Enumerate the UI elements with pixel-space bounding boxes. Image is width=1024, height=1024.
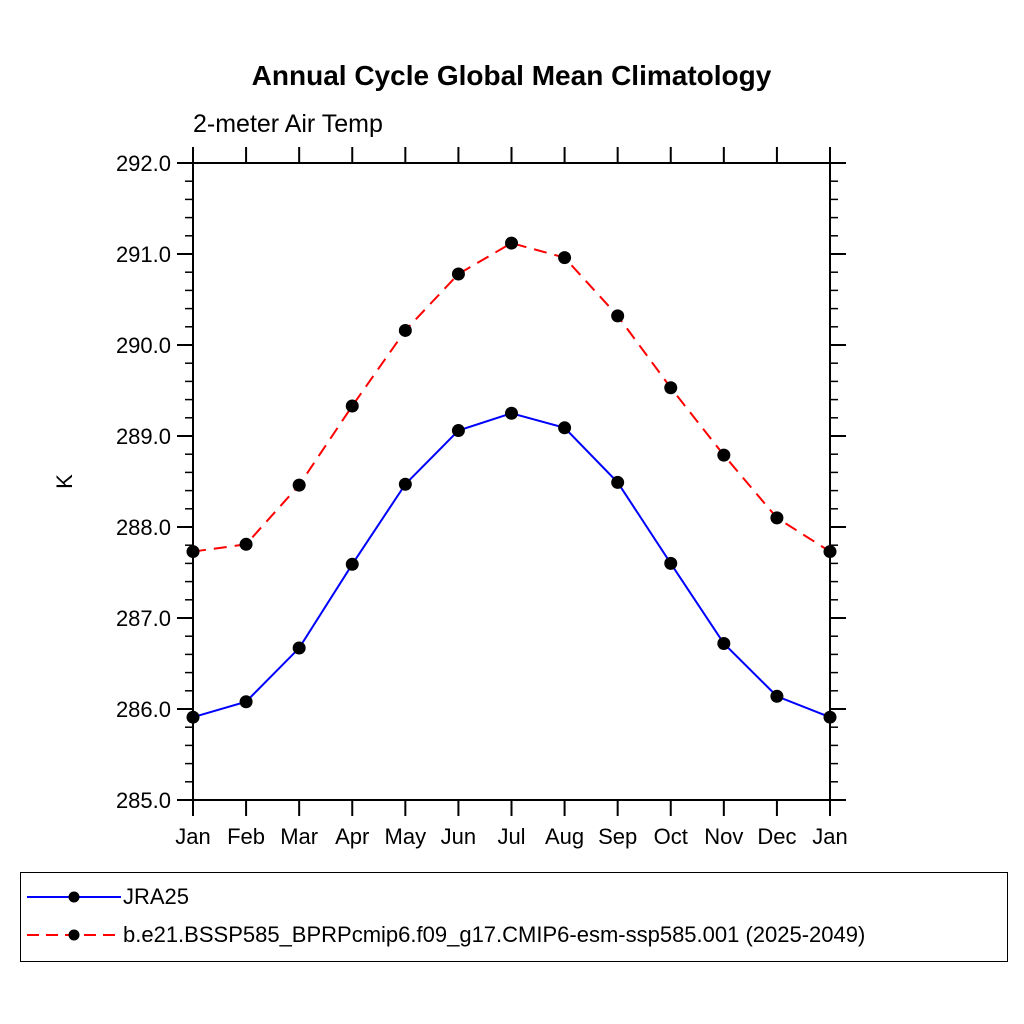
y-tick-label: 285.0 bbox=[116, 788, 171, 813]
x-tick-label: Jul bbox=[497, 824, 525, 849]
legend-box: JRA25 b.e21.BSSP585_BPRPcmip6.f09_g17.CM… bbox=[20, 872, 1008, 962]
data-point-marker bbox=[558, 251, 572, 265]
data-point-marker bbox=[345, 399, 359, 413]
plot-frame bbox=[192, 162, 831, 801]
x-tick-label: Jan bbox=[812, 824, 847, 849]
data-point-marker bbox=[398, 323, 412, 337]
legend-label: b.e21.BSSP585_BPRPcmip6.f09_g17.CMIP6-es… bbox=[123, 922, 866, 947]
data-point-marker bbox=[823, 710, 837, 724]
x-tick-label: Feb bbox=[227, 824, 265, 849]
chart-subtitle: 2-meter Air Temp bbox=[193, 110, 383, 138]
data-point-marker bbox=[611, 475, 625, 489]
data-point-marker bbox=[717, 448, 731, 462]
y-tick-label: 288.0 bbox=[116, 515, 171, 540]
x-tick-label: Mar bbox=[280, 824, 318, 849]
data-point-marker bbox=[664, 556, 678, 570]
data-point-marker bbox=[239, 537, 253, 551]
data-point-marker bbox=[292, 641, 306, 655]
series-line-0 bbox=[192, 412, 831, 719]
data-point-marker bbox=[292, 478, 306, 492]
x-tick-label: Jun bbox=[441, 824, 476, 849]
data-point-marker bbox=[186, 545, 200, 559]
x-tick-label: Apr bbox=[335, 824, 369, 849]
x-tick-label: May bbox=[385, 824, 427, 849]
legend-label: JRA25 bbox=[123, 884, 190, 909]
legend-key-solid-line bbox=[27, 891, 121, 903]
y-tick-label: 286.0 bbox=[116, 697, 171, 722]
x-tick-label: Dec bbox=[757, 824, 796, 849]
y-tick-label: 289.0 bbox=[116, 424, 171, 449]
legend-marker-icon bbox=[68, 929, 80, 941]
data-point-marker bbox=[186, 710, 200, 724]
data-point-marker bbox=[398, 477, 412, 491]
x-tick-label: Aug bbox=[545, 824, 584, 849]
legend-item-model: b.e21.BSSP585_BPRPcmip6.f09_g17.CMIP6-es… bbox=[25, 920, 865, 950]
x-tick-label: Nov bbox=[704, 824, 743, 849]
y-tick-label: 291.0 bbox=[116, 242, 171, 267]
y-tick-label: 287.0 bbox=[116, 606, 171, 631]
data-point-marker bbox=[451, 424, 465, 438]
data-point-marker bbox=[505, 406, 518, 420]
y-tick-label: 292.0 bbox=[116, 151, 171, 176]
x-tick-label: Jan bbox=[175, 824, 210, 849]
series-line-1 bbox=[192, 242, 831, 553]
data-point-marker bbox=[611, 309, 625, 323]
legend-key-dashed-line bbox=[27, 929, 121, 941]
data-point-marker bbox=[770, 511, 784, 525]
data-point-marker bbox=[558, 421, 572, 435]
data-point-marker bbox=[345, 557, 359, 571]
y-axis-label: K bbox=[52, 474, 77, 489]
data-point-marker bbox=[239, 695, 253, 709]
chart-title: Annual Cycle Global Mean Climatology bbox=[251, 60, 772, 91]
data-point-marker bbox=[770, 689, 784, 703]
legend-marker-icon bbox=[68, 891, 80, 903]
x-tick-label: Oct bbox=[654, 824, 688, 849]
legend-item-jra25: JRA25 bbox=[25, 882, 189, 912]
data-point-marker bbox=[451, 267, 465, 281]
data-point-marker bbox=[823, 545, 837, 559]
x-tick-label: Sep bbox=[598, 824, 637, 849]
data-point-marker bbox=[505, 236, 518, 250]
data-point-marker bbox=[664, 381, 678, 395]
y-tick-label: 290.0 bbox=[116, 333, 171, 358]
data-point-marker bbox=[717, 636, 731, 650]
